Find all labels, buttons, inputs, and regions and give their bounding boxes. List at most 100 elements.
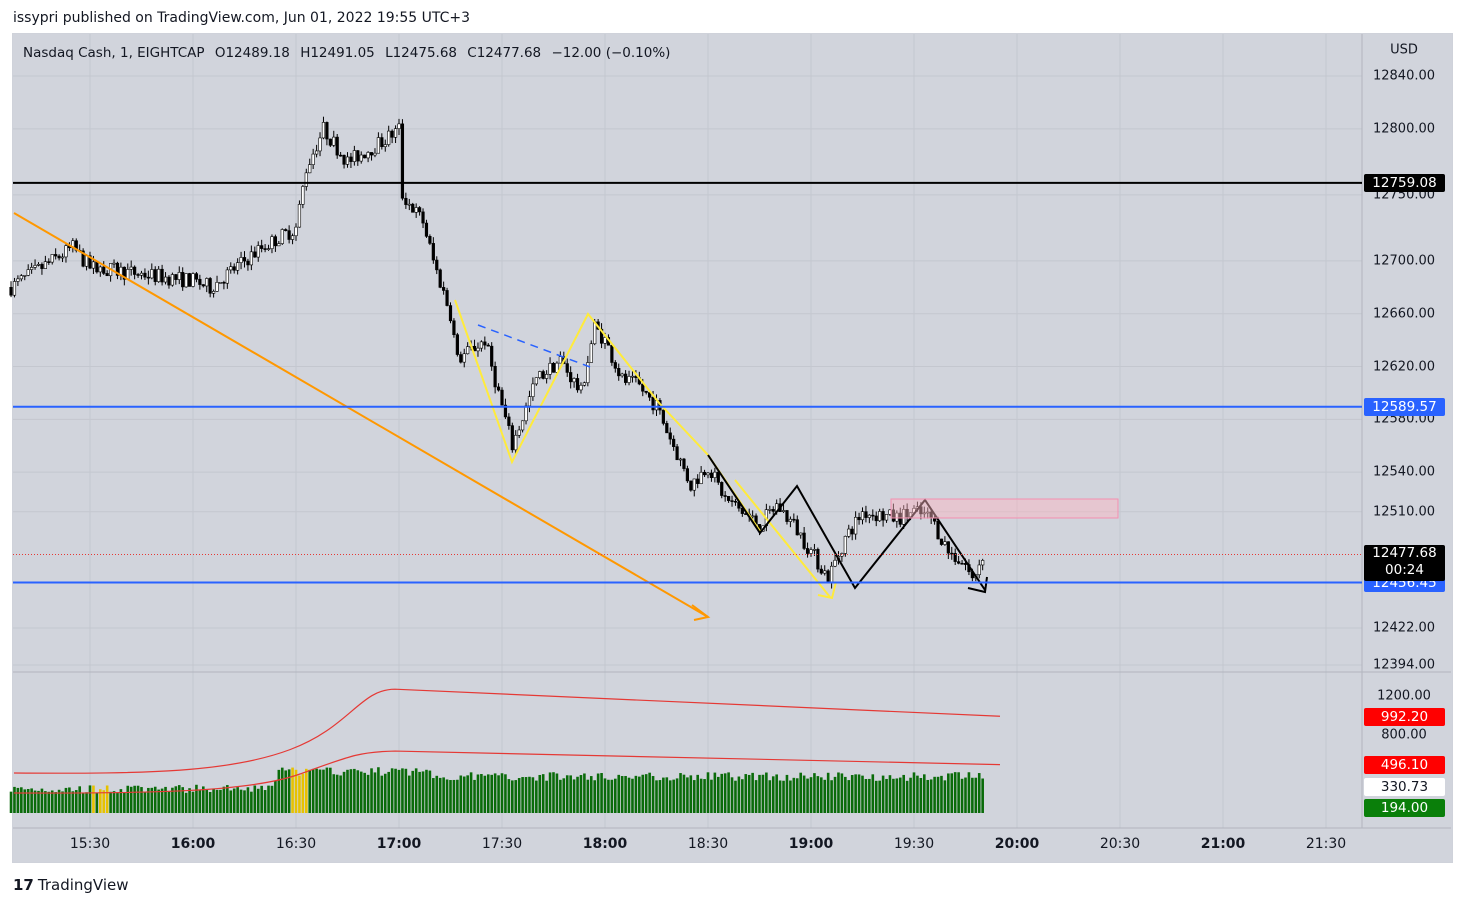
candle-body: [486, 344, 490, 347]
volume-bar: [517, 778, 521, 813]
candle-body: [668, 432, 672, 440]
volume-bar: [9, 791, 13, 813]
volume-bar: [136, 785, 140, 813]
candle-body: [751, 515, 755, 518]
volume-bar: [720, 773, 724, 813]
volume-bar: [129, 786, 133, 813]
candle-body: [479, 341, 484, 349]
volume-tick: 1200.00: [1377, 688, 1431, 704]
volume-bar: [627, 777, 631, 813]
volume-bar: [682, 774, 686, 813]
volume-bar: [861, 775, 864, 813]
candle-body: [16, 278, 20, 282]
volume-bar: [236, 787, 239, 813]
volume-bar: [552, 772, 555, 813]
volume-bar: [929, 779, 933, 813]
volume-value-tag: 194.00: [1364, 799, 1445, 817]
tradingview-logo[interactable]: 17 TradingView: [13, 876, 129, 894]
volume-bar: [61, 791, 64, 813]
candle-body: [321, 122, 326, 139]
candle-body: [960, 562, 964, 565]
candle-body: [181, 272, 185, 288]
volume-bar: [222, 786, 226, 813]
volume-bar: [710, 779, 713, 813]
candle-body: [30, 267, 34, 270]
volume-bar: [936, 776, 940, 813]
volume-bar: [40, 788, 44, 813]
volume-bar: [768, 780, 772, 813]
volume-bar: [528, 776, 531, 813]
tv-logo-icon: 17: [13, 876, 34, 894]
candle-body: [325, 122, 329, 140]
volume-bar: [545, 780, 548, 813]
candle-body: [290, 235, 295, 240]
candle-body: [610, 344, 614, 363]
candle-body: [212, 291, 216, 294]
volume-bar: [902, 774, 905, 813]
volume-bar: [277, 769, 281, 813]
candle-body: [476, 347, 480, 352]
candle-body: [431, 243, 435, 261]
volume-bar: [480, 774, 483, 813]
candle-body: [26, 269, 30, 276]
candle-body: [421, 211, 425, 224]
volume-bar: [270, 785, 274, 813]
candle-body: [174, 274, 178, 280]
volume-bar: [164, 786, 167, 813]
volume-bar: [85, 792, 88, 813]
candle-body: [260, 245, 264, 249]
price-tick: 12840.00: [1372, 68, 1436, 84]
candle-body: [435, 259, 439, 271]
candle-body: [373, 152, 377, 156]
candle-body: [404, 197, 408, 205]
volume-bar: [435, 775, 439, 813]
volume-bar: [689, 775, 693, 813]
candle-body: [551, 362, 556, 373]
candle-body: [242, 257, 247, 262]
candle-body: [163, 276, 168, 283]
symbol-legend: Nasdaq Cash, 1, EIGHTCAP O12489.18 H1249…: [23, 45, 676, 61]
volume-bar: [771, 776, 775, 813]
chart-frame[interactable]: [12, 33, 1453, 863]
volume-bar: [826, 772, 830, 813]
candle-body: [236, 262, 240, 271]
candle-body: [977, 564, 981, 576]
volume-bar: [651, 776, 655, 813]
symbol-name: Nasdaq Cash, 1, EIGHTCAP: [23, 45, 205, 61]
volume-bar: [802, 775, 806, 813]
candle-body: [689, 480, 693, 491]
candle-body: [936, 520, 940, 540]
volume-bar: [147, 787, 150, 813]
volume-bar: [356, 770, 360, 813]
time-tick: 15:30: [69, 836, 111, 852]
candle-body: [926, 511, 930, 514]
candle-body: [225, 269, 229, 284]
candle-body: [541, 371, 545, 379]
candle-body: [496, 386, 501, 391]
candle-body: [527, 396, 532, 407]
price-tick: 12660.00: [1372, 306, 1436, 322]
candle-body: [424, 222, 429, 237]
volume-bar: [109, 791, 112, 813]
volume-bar: [830, 780, 833, 813]
candle-body: [709, 472, 714, 478]
volume-bar: [133, 785, 136, 813]
price-tick: 12540.00: [1372, 464, 1436, 480]
volume-bar: [977, 773, 981, 813]
volume-bar: [840, 773, 844, 813]
candle-body: [177, 272, 181, 280]
volume-bar: [940, 775, 943, 813]
volume-bar: [112, 791, 116, 813]
volume-bar: [105, 785, 109, 813]
candle-body: [472, 345, 477, 352]
candle-body: [205, 278, 209, 287]
volume-bar: [102, 790, 106, 813]
candle-body: [222, 282, 226, 284]
candle-body: [105, 273, 109, 277]
candle-body: [194, 273, 199, 280]
time-tick: 21:00: [1200, 836, 1246, 852]
volume-bar: [394, 768, 397, 813]
volume-bar: [456, 779, 459, 813]
candle-body: [905, 509, 909, 518]
